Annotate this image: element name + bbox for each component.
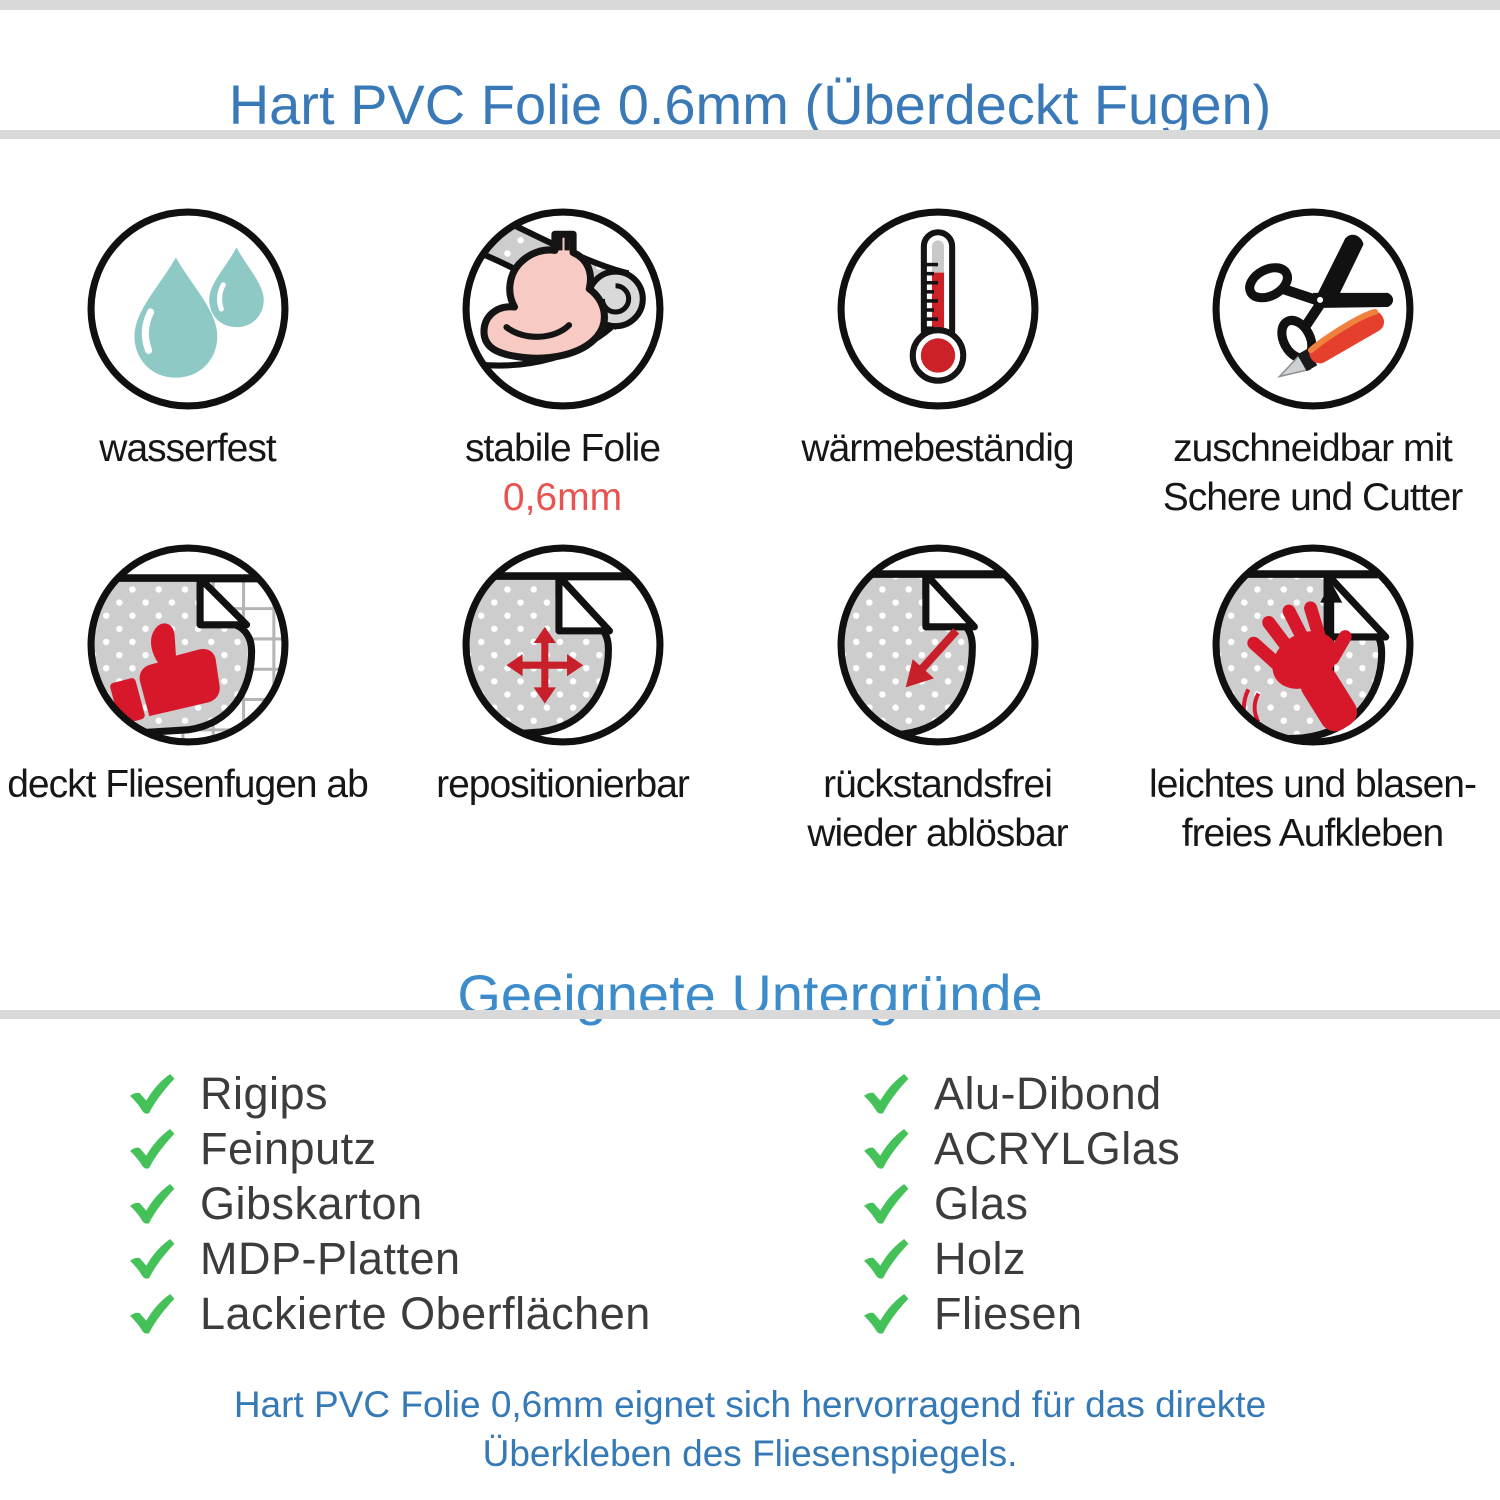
check-icon xyxy=(864,1293,909,1334)
substrates-left-column: Rigips Feinputz Gibskarton MDP-Platten L… xyxy=(128,1066,651,1341)
feature-caption: wärmebeständig xyxy=(801,427,1074,470)
check-icon xyxy=(864,1073,909,1114)
feature-caption: repositionierbar xyxy=(436,763,690,806)
title-divider-bar xyxy=(0,130,1500,139)
scissors-cutter-icon xyxy=(1212,208,1413,410)
feature-cuttable: zuschneidbar mit Schere und Cutter xyxy=(1125,208,1500,522)
check-icon xyxy=(130,1183,175,1224)
list-item: Holz xyxy=(862,1231,1180,1286)
feature-waterproof: wasserfest xyxy=(0,208,375,522)
thumb-up-tiles-icon xyxy=(87,544,288,746)
feature-caption: leichtes und blasen- freies Aufkleben xyxy=(1149,763,1477,855)
list-item: Rigips xyxy=(128,1066,651,1121)
feature-caption: deckt Fliesenfugen ab xyxy=(7,763,369,806)
move-arrows-foil-icon xyxy=(462,544,663,746)
check-icon xyxy=(864,1238,909,1279)
substrates-divider-bar xyxy=(0,1010,1500,1019)
check-icon xyxy=(130,1073,175,1114)
feature-stable-foil: stabile Folie 0,6mm xyxy=(375,208,750,522)
list-item: Glas xyxy=(862,1176,1180,1231)
page-title: Hart PVC Folie 0.6mm (Überdeckt Fugen) xyxy=(228,72,1272,136)
feature-repositionable: repositionierbar xyxy=(375,544,750,858)
feature-bubble-free-application: leichtes und blasen- freies Aufkleben xyxy=(1125,544,1500,858)
list-item: Alu-Dibond xyxy=(862,1066,1180,1121)
feature-grid: wasserfest xyxy=(0,208,1500,858)
check-icon xyxy=(130,1128,175,1169)
footer-line-2: Überkleben des Fliesenspiegels. xyxy=(482,1433,1018,1474)
list-item: Gibskarton xyxy=(128,1176,651,1231)
check-icon xyxy=(864,1183,909,1224)
list-item: Lackierte Oberflächen xyxy=(128,1286,651,1341)
check-icon xyxy=(864,1128,909,1169)
footer-line-1: Hart PVC Folie 0,6mm eignet sich hervorr… xyxy=(233,1384,1267,1425)
list-item: Fliesen xyxy=(862,1286,1180,1341)
feature-caption: rückstandsfrei wieder ablösbar xyxy=(807,763,1068,855)
muscle-arm-foil-icon xyxy=(462,208,663,410)
feature-covers-tile-joints: deckt Fliesenfugen ab xyxy=(0,544,375,858)
peel-off-arrow-foil-icon xyxy=(837,544,1038,746)
top-divider-bar xyxy=(0,0,1500,10)
list-item: Feinputz xyxy=(128,1121,651,1176)
feature-residue-free: rückstandsfrei wieder ablösbar xyxy=(750,544,1125,858)
water-drops-icon xyxy=(87,208,288,410)
footer-note: Hart PVC Folie 0,6mm eignet sich hervorr… xyxy=(0,1380,1500,1478)
substrates-right-column: Alu-Dibond ACRYLGlas Glas Holz Fliesen xyxy=(862,1066,1180,1341)
feature-caption: stabile Folie 0,6mm xyxy=(465,424,661,522)
thermometer-icon xyxy=(837,208,1038,410)
feature-heat-resistant: wärmebeständig xyxy=(750,208,1125,522)
feature-caption: zuschneidbar mit Schere und Cutter xyxy=(1162,427,1464,519)
check-icon xyxy=(130,1238,175,1279)
thickness-note: 0,6mm xyxy=(502,476,623,519)
list-item: ACRYLGlas xyxy=(862,1121,1180,1176)
hand-smooth-foil-icon xyxy=(1212,544,1413,746)
feature-caption: wasserfest xyxy=(99,427,276,470)
check-icon xyxy=(130,1293,175,1334)
list-item: MDP-Platten xyxy=(128,1231,651,1286)
